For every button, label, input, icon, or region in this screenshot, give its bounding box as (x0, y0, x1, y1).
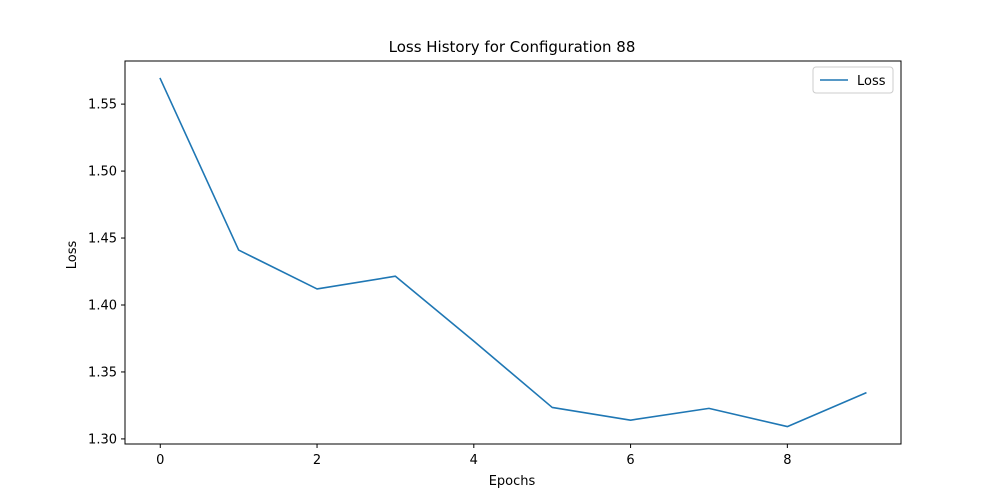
y-tick-label: 1.30 (88, 432, 117, 447)
chart-title: Loss History for Configuration 88 (389, 38, 636, 56)
legend-entry-loss: Loss (857, 74, 886, 89)
x-tick-label: 6 (626, 453, 634, 468)
y-axis-label: Loss (65, 241, 80, 270)
series-line-loss (159, 77, 867, 428)
legend: Loss (812, 66, 894, 94)
y-tick-label: 1.55 (88, 98, 117, 113)
y-axis-ticks: 1.30 1.35 1.40 1.45 1.50 1.55 (88, 98, 125, 447)
x-axis-ticks: 0 2 4 6 8 (156, 444, 791, 468)
y-tick-label: 1.50 (88, 165, 117, 180)
axes-frame (124, 60, 902, 445)
plot-area (159, 77, 867, 428)
y-tick-label: 1.45 (88, 232, 117, 247)
legend-box (812, 66, 894, 94)
x-tick-label: 2 (313, 453, 321, 468)
y-tick-label: 1.40 (88, 298, 117, 313)
y-tick-label: 1.35 (88, 365, 117, 380)
x-tick-label: 8 (783, 453, 791, 468)
x-tick-label: 0 (156, 453, 164, 468)
x-tick-label: 4 (470, 453, 478, 468)
x-axis-label: Epochs (489, 474, 536, 489)
